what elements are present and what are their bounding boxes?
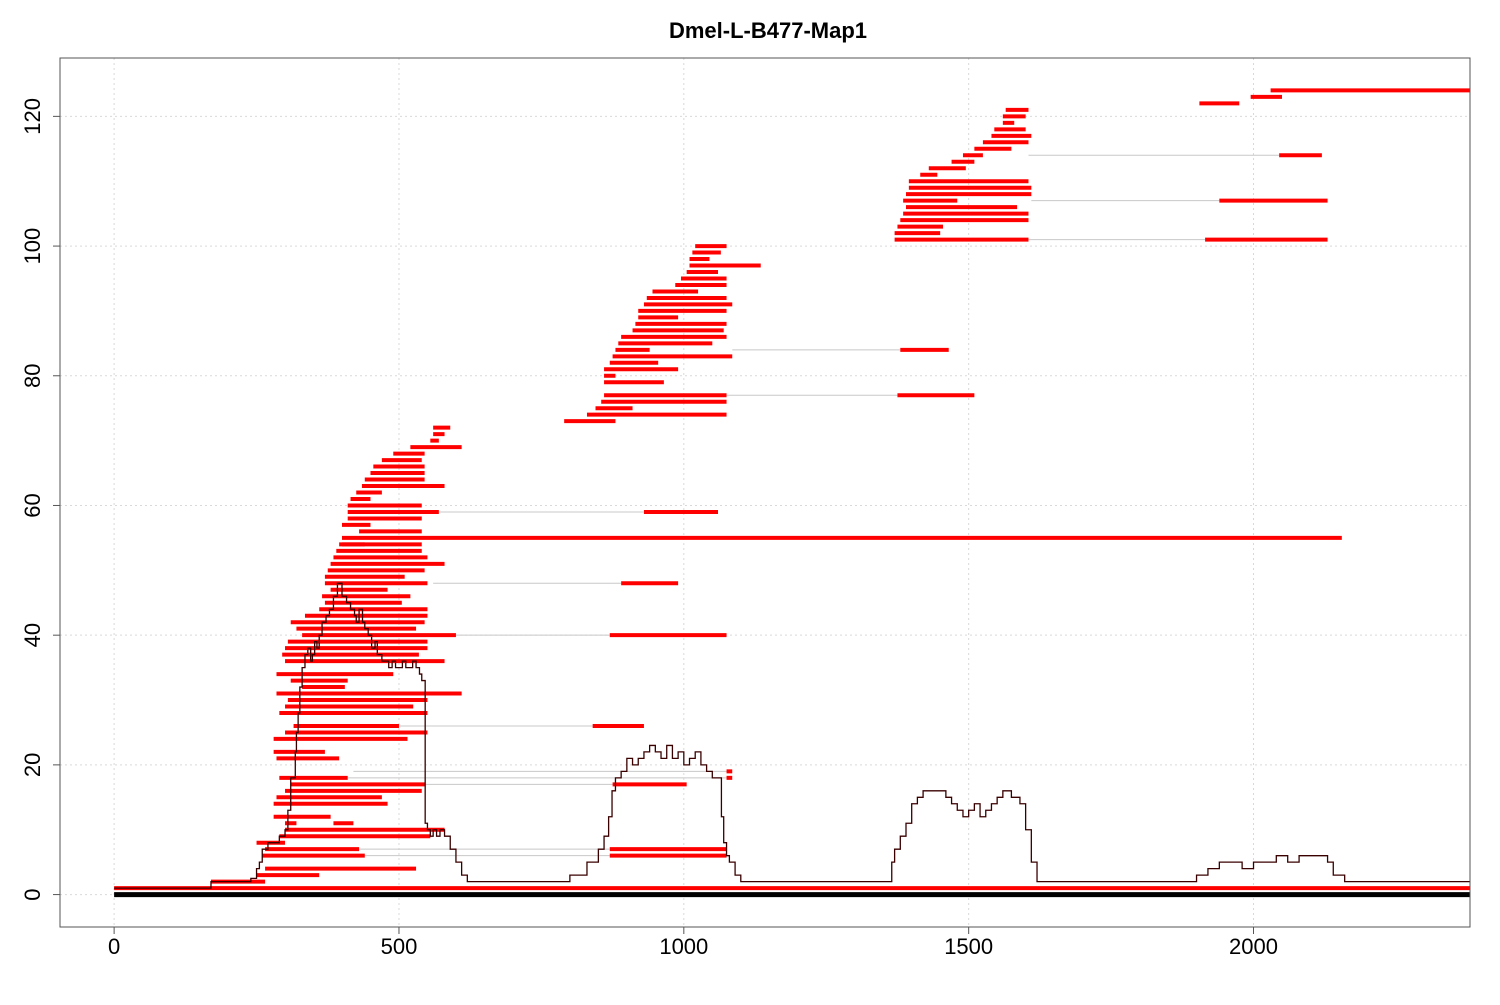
y-tick-label: 40	[20, 623, 45, 647]
chart-title: Dmel-L-B477-Map1	[669, 18, 867, 43]
grid-lines	[60, 58, 1470, 927]
y-tick-label: 60	[20, 493, 45, 517]
x-tick-label: 500	[381, 934, 418, 959]
x-tick-label: 1000	[659, 934, 708, 959]
y-tick-label: 120	[20, 98, 45, 135]
axes: 0 500 1000 1500 2000 0 20 40 60 80 100 120	[20, 98, 1278, 959]
plot-frame	[59, 57, 1471, 928]
y-tick-label: 80	[20, 364, 45, 388]
segment-bars	[114, 88, 1470, 891]
coverage-curve	[114, 582, 1470, 889]
x-tick-label: 0	[108, 934, 120, 959]
x-tick-label: 2000	[1229, 934, 1278, 959]
coverage-line	[114, 582, 1470, 889]
y-tick-label: 20	[20, 753, 45, 777]
link-lines	[347, 154, 1280, 857]
y-tick-label: 0	[20, 888, 45, 900]
y-tick-label: 100	[20, 228, 45, 265]
x-tick-label: 1500	[944, 934, 993, 959]
